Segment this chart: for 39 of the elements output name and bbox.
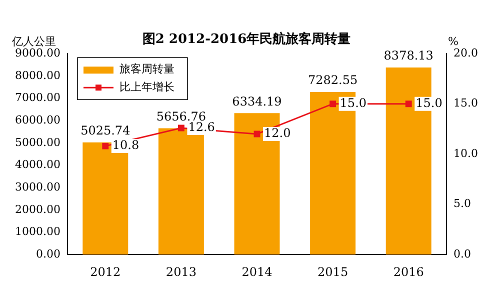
x-tick-label: 2012 xyxy=(90,264,121,279)
data-label: 7282.55 xyxy=(308,73,358,88)
legend-label: 旅客周转量 xyxy=(119,62,174,76)
y-tick-label: 2000.00 xyxy=(14,202,60,216)
chart-title: 图2 2012-2016年民航旅客周转量 xyxy=(142,31,351,48)
x-tick-label: 2014 xyxy=(242,264,273,279)
y2-tick-label: 15.0 xyxy=(454,96,478,110)
y-tick-label: 3000.00 xyxy=(14,180,60,194)
y2-tick-label: 5.0 xyxy=(454,197,472,210)
x-tick-label: 2016 xyxy=(393,264,424,279)
y2-tick-label: 0.0 xyxy=(454,247,472,260)
x-tick-label: 2015 xyxy=(318,264,348,279)
data-label: 12.0 xyxy=(264,126,291,140)
y-tick-label: 9000.00 xyxy=(14,46,60,60)
point xyxy=(405,100,412,108)
y-tick-label: 4000.00 xyxy=(14,158,60,172)
y2-axis-title: % xyxy=(448,34,459,48)
y-tick-label: 6000.00 xyxy=(14,113,60,126)
data-label: 12.6 xyxy=(188,120,215,134)
point xyxy=(254,130,260,138)
data-label: 10.8 xyxy=(112,138,140,152)
y2-tick-label: 20.0 xyxy=(454,46,478,60)
data-label: 15.0 xyxy=(416,96,442,110)
y-tick-label: 0.00 xyxy=(36,247,60,260)
data-label: 15.0 xyxy=(340,96,367,110)
legend-label: 比上年增长 xyxy=(119,80,174,94)
y-tick-label: 5000.00 xyxy=(14,136,60,149)
data-label: 5025.74 xyxy=(80,123,131,138)
point xyxy=(102,142,109,150)
y2-tick-label: 10.0 xyxy=(454,146,478,160)
y-tick-label: 1000.00 xyxy=(14,225,60,238)
y-tick-label: 8000.00 xyxy=(14,68,60,82)
y-axis-title: 亿人公里 xyxy=(11,34,56,48)
data-label: 8378.13 xyxy=(384,48,434,63)
y-tick-label: 7000.00 xyxy=(14,91,60,104)
point xyxy=(330,100,336,108)
x-tick-label: 2013 xyxy=(166,264,196,279)
point xyxy=(178,124,184,132)
data-label: 6334.19 xyxy=(232,94,282,108)
